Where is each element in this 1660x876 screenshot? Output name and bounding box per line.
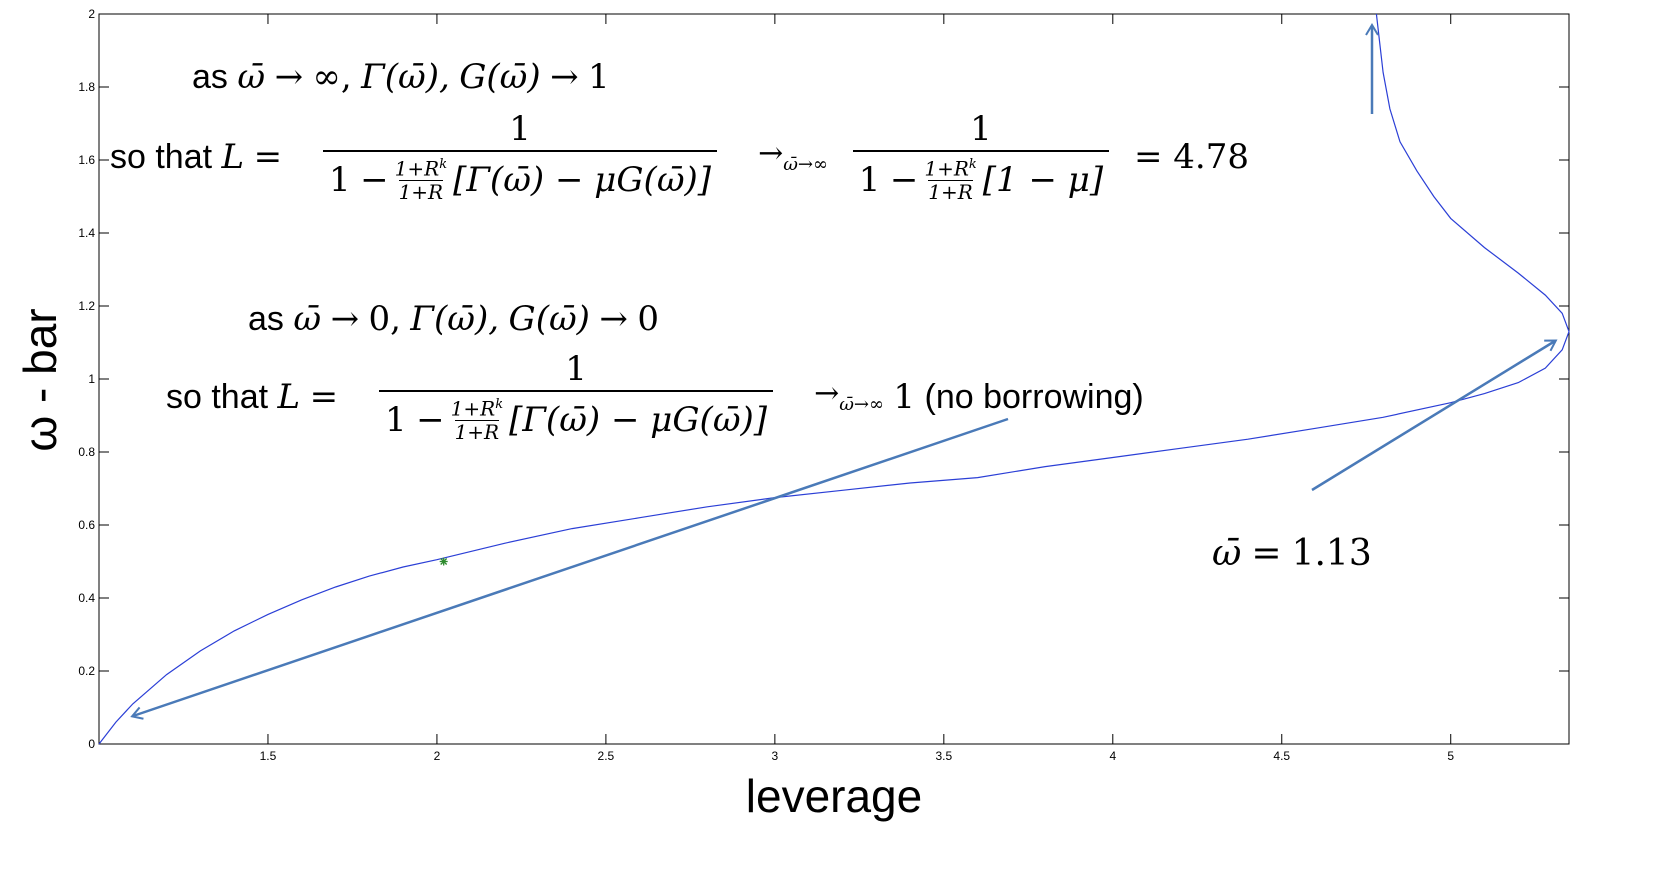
y-tick-label: 1.6 — [78, 153, 95, 167]
equals-symbol: = — [1251, 533, 1282, 574]
g-term: G(ω̄) — [459, 57, 541, 97]
leverage-fraction: 1 1 − 1+Rk 1+R [Γ(ω̄) − μG(ω̄)] — [346, 352, 806, 442]
arrow-symbol: → — [330, 299, 360, 339]
arrow-symbol: → — [599, 299, 628, 339]
x-tick-label: 3.5 — [935, 749, 952, 763]
y-axis-label: ω - bar — [14, 308, 66, 451]
x-tick-label: 3 — [772, 749, 779, 763]
ratio-numerator: 1+R — [394, 156, 440, 181]
marker-stroke — [440, 558, 448, 565]
limit-result-note: (no borrowing) — [924, 377, 1144, 416]
ratio-denominator: 1+R — [454, 419, 500, 444]
y-tick-label: 1.8 — [78, 80, 95, 94]
limit-result-value: 1 — [893, 376, 916, 417]
limit-arrow: →ω̄→∞ — [814, 379, 884, 414]
annotation-omega-zero: as ω̄ → 0, Γ(ω̄), G(ω̄) → 0 — [248, 302, 659, 336]
limit-value: 0 — [637, 299, 659, 339]
bracket-term: [Γ(ω̄) − μG(ω̄)] — [509, 399, 768, 440]
bracket-term: [Γ(ω̄) − μG(ω̄)] — [453, 159, 712, 200]
ratio-denominator: 1+R — [928, 179, 973, 204]
bracket-term: [1 − μ] — [982, 159, 1104, 200]
ratio-numerator: 1+R — [924, 156, 969, 181]
limit-value: 1 — [588, 57, 610, 97]
limit-result: = 4.78 — [1133, 136, 1249, 177]
y-tick-label: 1.2 — [78, 299, 95, 313]
ratio-superscript: k — [495, 397, 504, 412]
ratio-superscript: k — [439, 157, 448, 172]
equals-symbol: = — [309, 376, 339, 417]
minus-symbol: − — [416, 399, 445, 440]
series-line — [98, 13, 1570, 745]
annotation-text: so that — [166, 377, 269, 416]
l-symbol: L — [221, 136, 245, 177]
arrow-to-peak — [1311, 339, 1558, 492]
fraction-denominator: 1 − 1+Rk 1+R [Γ(ω̄) − μG(ω̄)] — [323, 150, 718, 202]
ratio-denominator: 1+R — [398, 179, 444, 204]
return-ratio: 1+Rk 1+R — [924, 158, 976, 202]
annotation-text: as — [192, 58, 228, 96]
arrow-symbol: → — [758, 136, 784, 172]
annotation-text: so that — [110, 137, 213, 176]
x-tick-labels: 1.5 2 2.5 3 3.5 4 4.5 5 — [260, 749, 1455, 763]
x-tick-label: 2.5 — [598, 749, 615, 763]
annotation-text: as — [248, 300, 284, 338]
arrow-to-origin — [130, 417, 1009, 720]
fraction-numerator: 1 — [970, 109, 992, 149]
denominator-one: 1 — [329, 159, 351, 200]
denominator-one: 1 — [385, 399, 407, 440]
x-tick-label: 2 — [434, 749, 441, 763]
denominator-one: 1 — [858, 159, 881, 200]
zero-symbol: 0, — [368, 299, 401, 339]
tick-marks — [99, 13, 1569, 745]
minus-symbol: − — [360, 159, 389, 200]
leverage-fraction: 1 1 − 1+Rk 1+R [Γ(ω̄) − μG(ω̄)] — [290, 112, 750, 202]
arrow-symbol: → — [814, 376, 840, 412]
minus-symbol: − — [889, 159, 919, 200]
y-tick-label: 0.4 — [78, 591, 95, 605]
equals-symbol: = — [253, 136, 283, 177]
fraction-denominator: 1 − 1+Rk 1+R [1 − μ] — [852, 150, 1110, 202]
annotation-leverage-limit-infinity: so that L = 1 1 − 1+Rk 1+R [Γ(ω̄) − μG(ω… — [110, 112, 1249, 202]
y-tick-label: 0.8 — [78, 445, 95, 459]
ratio-superscript: k — [968, 157, 977, 172]
x-axis-label: leverage — [746, 770, 922, 822]
omega-bar-symbol: ω̄ — [293, 299, 322, 339]
data-point-marker — [439, 557, 448, 566]
infinity-symbol: ∞, — [312, 57, 352, 97]
peak-value: 1.13 — [1291, 533, 1372, 574]
y-tick-labels: 0 0.2 0.4 0.6 0.8 1 1.2 1.4 1.6 1.8 2 — [78, 7, 95, 751]
arrow-symbol: → — [274, 57, 304, 97]
x-tick-label: 4.5 — [1273, 749, 1290, 763]
fraction-numerator: 1 — [509, 109, 531, 149]
limit-arrow: →ω̄→∞ — [758, 139, 828, 174]
y-tick-label: 0.2 — [78, 664, 95, 678]
y-tick-label: 0.6 — [78, 518, 95, 532]
g-term: G(ω̄) — [508, 299, 590, 339]
l-symbol: L — [277, 376, 301, 417]
arrow-symbol: → — [550, 57, 579, 97]
gamma-term: Γ(ω̄), — [410, 299, 500, 339]
annotation-leverage-limit-zero: so that L = 1 1 − 1+Rk 1+R [Γ(ω̄) − μG(ω… — [166, 352, 1144, 442]
omega-bar-symbol: ω̄ — [237, 57, 266, 97]
annotation-omega-infinity: as ω̄ → ∞, Γ(ω̄), G(ω̄) → 1 — [192, 60, 610, 94]
fraction-denominator: 1 − 1+Rk 1+R [Γ(ω̄) − μG(ω̄)] — [379, 390, 774, 442]
ratio-numerator: 1+R — [450, 396, 496, 421]
arrow-subscript: ω̄→∞ — [783, 154, 828, 176]
gamma-term: Γ(ω̄), — [361, 57, 450, 97]
omega-bar-symbol: ω̄ — [1212, 533, 1242, 574]
return-ratio: 1+Rk 1+R — [395, 158, 447, 202]
arrow-subscript: ω̄→∞ — [839, 394, 884, 416]
y-tick-label: 1 — [88, 372, 95, 386]
x-tick-label: 4 — [1109, 749, 1116, 763]
return-ratio: 1+Rk 1+R — [451, 398, 503, 442]
y-tick-label: 0 — [88, 737, 95, 751]
annotation-omega-peak: ω̄ = 1.13 — [1212, 536, 1372, 572]
x-tick-label: 5 — [1447, 749, 1454, 763]
fraction-numerator: 1 — [565, 349, 587, 389]
x-tick-label: 1.5 — [260, 749, 277, 763]
y-tick-label: 1.4 — [78, 226, 95, 240]
y-tick-label: 2 — [88, 7, 95, 21]
limit-fraction: 1 1 − 1+Rk 1+R [1 − μ] — [836, 112, 1126, 202]
